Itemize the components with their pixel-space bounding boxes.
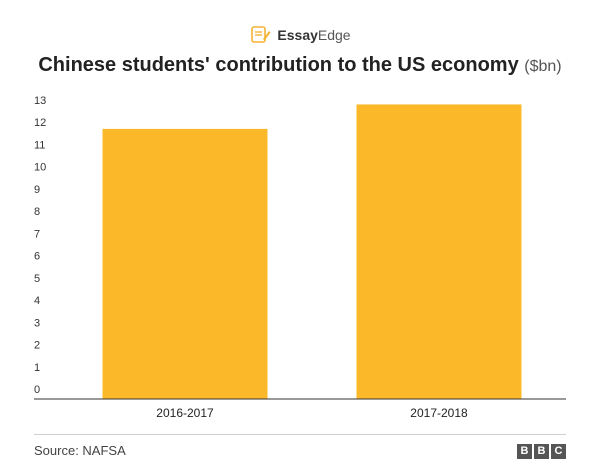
chart-title-unit: ($bn) <box>524 58 562 75</box>
footer-divider <box>34 434 566 435</box>
y-tick-label: 12 <box>34 117 46 129</box>
y-tick-label: 5 <box>34 273 40 285</box>
y-tick-label: 7 <box>34 228 40 240</box>
bar-2016-2017 <box>102 128 268 399</box>
bbc-logo: B B C <box>517 444 566 459</box>
bar-2017-2018 <box>356 104 522 399</box>
x-category-label: 2016-2017 <box>156 406 214 420</box>
bbc-letter: C <box>551 444 566 459</box>
essayedge-logo: EssayEdge <box>0 25 600 45</box>
y-tick-label: 4 <box>34 295 40 307</box>
bbc-letter: B <box>517 444 532 459</box>
logo-brand-accent: Edge <box>317 27 351 43</box>
y-tick-label: 10 <box>34 162 46 174</box>
y-tick-label: 3 <box>34 317 40 329</box>
y-tick-label: 11 <box>34 139 45 151</box>
y-tick-label: 0 <box>34 384 40 396</box>
chart-title: Chinese students' contribution to the US… <box>0 54 600 77</box>
bars <box>102 104 522 399</box>
source-note: Source: NAFSA <box>34 443 126 458</box>
document-pencil-icon <box>251 26 271 43</box>
chart-title-main: Chinese students' contribution to the US… <box>38 54 519 76</box>
y-tick-label: 6 <box>34 251 40 263</box>
x-axis-labels: 2016-2017 2017-2018 <box>156 406 468 420</box>
logo-brand-main: Essay <box>277 27 318 43</box>
bbc-letter: B <box>534 444 549 459</box>
y-tick-label: 2 <box>34 340 40 352</box>
y-tick-label: 13 <box>34 95 46 107</box>
x-category-label: 2017-2018 <box>410 406 468 420</box>
y-tick-label: 1 <box>34 362 40 374</box>
y-tick-label: 9 <box>34 184 40 196</box>
logo-wordmark: EssayEdge <box>277 27 350 43</box>
y-tick-label: 8 <box>34 206 40 218</box>
